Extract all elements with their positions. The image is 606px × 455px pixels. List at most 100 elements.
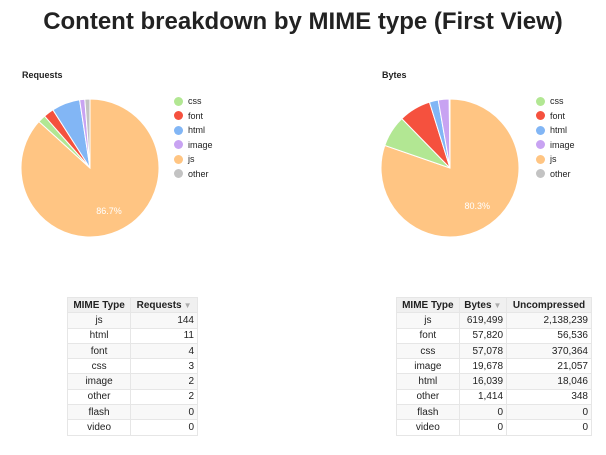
legend-swatch	[174, 169, 183, 179]
cell-value: 2	[130, 388, 198, 406]
table-row: image 19,678 21,057	[396, 358, 592, 375]
page-title: Content breakdown by MIME type (First Vi…	[43, 8, 563, 35]
column-header-uncompressed[interactable]: Uncompressed	[506, 296, 592, 314]
legend-item-other[interactable]: other	[174, 167, 213, 182]
cell-mime-type: css	[66, 358, 132, 375]
chart-title: Bytes	[382, 70, 407, 80]
cell-mime-type: html	[66, 327, 132, 344]
cell-value: 19,678	[458, 358, 508, 375]
bytes-chart: Bytes 80.3% css font html image js other	[378, 66, 606, 256]
legend-label: html	[188, 125, 206, 136]
cell-value: 348	[506, 388, 592, 406]
cell-mime-type: font	[66, 342, 132, 360]
cell-value: 2	[130, 373, 198, 390]
legend-label: css	[550, 96, 564, 107]
column-header-label: Bytes	[464, 299, 492, 311]
cell-value: 1,414	[458, 388, 508, 406]
legend-label: other	[550, 168, 571, 179]
legend-item-font[interactable]: font	[174, 109, 213, 124]
cell-value: 16,039	[458, 373, 508, 390]
legend-item-image[interactable]: image	[536, 138, 575, 153]
cell-value: 144	[130, 312, 198, 329]
cell-mime-type: image	[66, 373, 132, 390]
table-row: font 57,820 56,536	[396, 327, 592, 344]
cell-value: 0	[458, 419, 508, 436]
sort-desc-icon: ▼	[183, 300, 192, 310]
cell-mime-type: image	[396, 358, 460, 375]
cell-value: 0	[506, 419, 592, 436]
pie-slice-other[interactable]	[448, 98, 451, 169]
chart-title: Requests	[22, 70, 63, 80]
legend-item-js[interactable]: js	[174, 152, 213, 167]
column-header-label: Requests	[136, 299, 182, 311]
legend-swatch	[174, 111, 183, 121]
bytes-table: MIME Type Bytes ▼ Uncompressed js 619,499 2…	[396, 296, 592, 436]
legend-swatch	[174, 154, 183, 164]
cell-value: 18,046	[506, 373, 592, 390]
legend-label: js	[188, 154, 195, 165]
cell-mime-type: video	[66, 419, 132, 436]
legend-swatch	[174, 125, 183, 135]
legend-item-css[interactable]: css	[174, 94, 213, 109]
legend-swatch	[174, 96, 183, 106]
legend-item-js[interactable]: js	[536, 152, 575, 167]
cell-value: 57,820	[458, 327, 508, 344]
legend-item-html[interactable]: html	[536, 123, 575, 138]
cell-mime-type: js	[396, 312, 460, 329]
cell-mime-type: flash	[66, 404, 132, 421]
table-row: video 0	[66, 419, 198, 436]
requests-table-body: js 144 html 11 font 4 css 3 image 2 other 2 flash 0 vi…	[66, 312, 198, 436]
legend-item-html[interactable]: html	[174, 123, 213, 138]
cell-mime-type: other	[396, 388, 460, 406]
cell-mime-type: font	[396, 327, 460, 344]
cell-mime-type: other	[66, 388, 132, 406]
table-row: css 3	[66, 358, 198, 375]
legend-item-other[interactable]: other	[536, 167, 575, 182]
legend-item-font[interactable]: font	[536, 109, 575, 124]
cell-mime-type: css	[396, 342, 460, 360]
cell-mime-type: js	[66, 312, 132, 329]
table-row: image 2	[66, 373, 198, 390]
bytes-table-body: js 619,499 2,138,239 font 57,820 56,536 css 57,…	[396, 312, 592, 436]
cell-value: 11	[130, 327, 198, 344]
requests-chart: Requests 86.7% css font html image js other	[18, 66, 308, 256]
table-row: video 0 0	[396, 419, 592, 436]
legend-label: other	[188, 168, 209, 179]
legend-swatch	[536, 96, 545, 106]
pie-slice-other[interactable]	[84, 98, 91, 169]
requests-pie[interactable]: 86.7%	[18, 66, 178, 256]
legend-label: font	[188, 110, 204, 121]
table-row: js 619,499 2,138,239	[396, 312, 592, 329]
column-header-mime-type[interactable]: MIME Type	[66, 296, 132, 314]
column-header-mime-type[interactable]: MIME Type	[396, 296, 460, 314]
cell-value: 0	[506, 404, 592, 421]
legend-swatch	[536, 169, 545, 179]
cell-value: 4	[130, 342, 198, 360]
table-row: flash 0 0	[396, 404, 592, 421]
column-header-bytes[interactable]: Bytes ▼	[458, 296, 508, 314]
bytes-legend: css font html image js other	[536, 94, 575, 181]
table-row: other 1,414 348	[396, 388, 592, 406]
legend-swatch	[174, 140, 183, 150]
cell-value: 370,364	[506, 342, 592, 360]
requests-table: MIME Type Requests ▼ js 144 html 11 font 4 css 3…	[66, 296, 198, 436]
requests-legend: css font html image js other	[174, 94, 213, 181]
legend-label: image	[188, 139, 213, 150]
column-header-requests[interactable]: Requests ▼	[130, 296, 198, 314]
pie-data-label: 80.3%	[464, 201, 490, 211]
cell-value: 3	[130, 358, 198, 375]
table-row: html 16,039 18,046	[396, 373, 592, 390]
legend-label: js	[550, 154, 557, 165]
table-row: css 57,078 370,364	[396, 342, 592, 360]
table-row: js 144	[66, 312, 198, 329]
legend-label: css	[188, 96, 202, 107]
legend-label: font	[550, 110, 566, 121]
legend-item-css[interactable]: css	[536, 94, 575, 109]
cell-value: 57,078	[458, 342, 508, 360]
bytes-pie[interactable]: 80.3%	[378, 66, 538, 256]
table-row: other 2	[66, 388, 198, 406]
legend-label: html	[550, 125, 568, 136]
table-row: font 4	[66, 342, 198, 360]
legend-swatch	[536, 111, 545, 121]
legend-item-image[interactable]: image	[174, 138, 213, 153]
